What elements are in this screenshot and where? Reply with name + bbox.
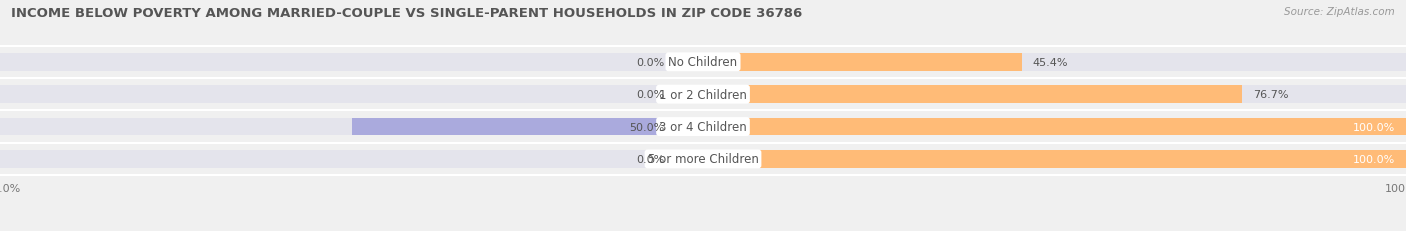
- Text: 5 or more Children: 5 or more Children: [648, 153, 758, 166]
- Bar: [675, 86, 703, 104]
- Text: 0.0%: 0.0%: [636, 90, 665, 100]
- Text: No Children: No Children: [668, 56, 738, 69]
- Bar: [703, 118, 1406, 136]
- Bar: [703, 54, 1022, 71]
- Bar: [0, 86, 703, 104]
- Text: 3 or 4 Children: 3 or 4 Children: [659, 121, 747, 134]
- Text: 1 or 2 Children: 1 or 2 Children: [659, 88, 747, 101]
- Bar: [0, 54, 703, 71]
- Bar: [703, 150, 1406, 168]
- Bar: [0, 150, 703, 168]
- Bar: [675, 54, 703, 71]
- Text: 76.7%: 76.7%: [1253, 90, 1288, 100]
- Text: 100.0%: 100.0%: [1353, 154, 1395, 164]
- Bar: [703, 86, 1243, 104]
- Text: 100.0%: 100.0%: [1353, 122, 1395, 132]
- Bar: [675, 150, 703, 168]
- Bar: [703, 54, 1406, 71]
- Text: 0.0%: 0.0%: [636, 154, 665, 164]
- Bar: [703, 86, 1406, 104]
- Text: INCOME BELOW POVERTY AMONG MARRIED-COUPLE VS SINGLE-PARENT HOUSEHOLDS IN ZIP COD: INCOME BELOW POVERTY AMONG MARRIED-COUPL…: [11, 7, 803, 20]
- Bar: [703, 118, 1406, 136]
- Text: Source: ZipAtlas.com: Source: ZipAtlas.com: [1284, 7, 1395, 17]
- Text: 0.0%: 0.0%: [636, 58, 665, 67]
- Bar: [352, 118, 703, 136]
- Bar: [703, 150, 1406, 168]
- Text: 45.4%: 45.4%: [1032, 58, 1069, 67]
- Bar: [0, 118, 703, 136]
- Text: 50.0%: 50.0%: [628, 122, 665, 132]
